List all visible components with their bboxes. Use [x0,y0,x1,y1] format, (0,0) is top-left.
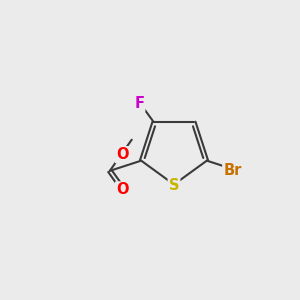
Text: O: O [116,182,129,197]
Text: O: O [116,147,128,162]
Text: S: S [169,178,179,194]
Text: Br: Br [223,163,242,178]
Text: F: F [134,96,144,111]
